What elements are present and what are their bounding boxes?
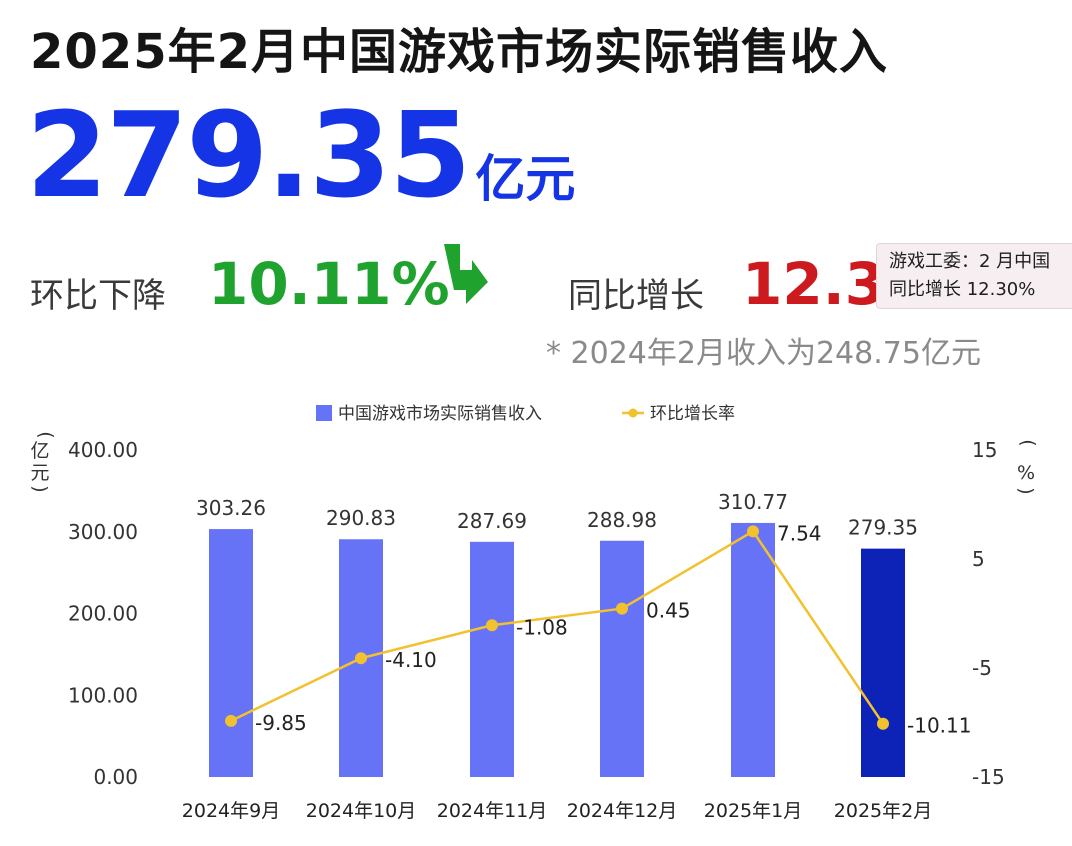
headline-revenue: 279.35 亿元 [26, 96, 575, 214]
headline-value: 279.35 [26, 86, 471, 224]
y-axis-paren-open: ( [35, 431, 57, 438]
y2-axis-paren-open: ( [1017, 439, 1039, 446]
bar [731, 522, 775, 777]
page-title: 2025年2月中国游戏市场实际销售收入 [30, 24, 888, 80]
growth-point [877, 717, 889, 730]
bar-value-label: 288.98 [587, 508, 657, 532]
growth-value-label: -9.85 [255, 711, 307, 735]
y-axis-label-2: 元 [30, 462, 49, 484]
growth-value-label: 0.45 [646, 599, 691, 623]
growth-point [616, 602, 628, 615]
legend-marker-line [628, 408, 638, 418]
y-axis-paren-close: ) [29, 485, 51, 492]
bar-value-label: 310.77 [718, 490, 788, 514]
x-tick-label: 2024年12月 [567, 800, 678, 822]
footnote: * 2024年2月收入为248.75亿元 [546, 336, 981, 371]
bar-value-label: 279.35 [848, 516, 918, 540]
x-tick-label: 2025年1月 [704, 800, 802, 822]
legend-swatch-bar [316, 405, 332, 421]
growth-line [230, 529, 885, 725]
growth-value-label: -4.10 [385, 648, 437, 672]
yoy-label: 同比增长 [568, 276, 704, 316]
y2-tick-label: 5 [972, 547, 985, 571]
y-tick-label: 300.00 [68, 520, 138, 544]
y2-axis-paren-close: ) [1015, 487, 1037, 494]
legend-label-bar: 中国游戏市场实际销售收入 [338, 404, 542, 424]
tooltip-line-1: 游戏工委：2 月中国 [889, 251, 1051, 272]
y2-tick-label: 15 [972, 438, 997, 462]
bar [600, 540, 644, 777]
revenue-chart: 中国游戏市场实际销售收入 环比增长率 ( 亿元) (%) 0.00 100.00 200.00… [29, 404, 1039, 822]
growth-value-label: 7.54 [777, 521, 822, 545]
growth-point [486, 619, 498, 632]
growth-point [225, 714, 237, 727]
bar [209, 529, 253, 777]
x-tick-label: 2024年11月 [437, 800, 548, 822]
growth-point [747, 525, 759, 538]
bar-value-label: 290.83 [326, 506, 396, 530]
headline-unit: 亿元 [475, 150, 576, 208]
x-tick-label: 2025年2月 [834, 800, 932, 822]
y2-axis-label: % [1017, 462, 1035, 484]
tooltip: 游戏工委：2 月中国 同比增长 12.30% [876, 243, 1072, 309]
x-tick-label: 2024年9月 [182, 800, 280, 822]
x-tick-label: 2024年10月 [306, 800, 417, 822]
bar-value-label: 287.69 [457, 509, 527, 533]
y-tick-label: 100.00 [68, 683, 138, 707]
mom-label: 环比下降 [30, 276, 166, 316]
y-axis-label: 亿 [30, 440, 49, 462]
growth-point [355, 652, 367, 665]
y2-tick-label: -15 [972, 765, 1005, 789]
growth-value-label: -10.11 [907, 714, 971, 738]
mom-value: 10.11% [208, 250, 450, 318]
tooltip-line-2: 同比增长 12.30% [889, 279, 1036, 300]
growth-value-label: -1.08 [516, 615, 568, 639]
y2-tick-label: -5 [972, 656, 992, 680]
y-tick-label: 0.00 [93, 765, 138, 789]
y-tick-label: 200.00 [68, 602, 138, 626]
bar [470, 541, 514, 777]
down-arrow-icon [444, 244, 488, 304]
bar [861, 548, 905, 777]
legend-label-line: 环比增长率 [650, 404, 735, 424]
y-tick-label: 400.00 [68, 438, 138, 462]
bar-value-label: 303.26 [196, 496, 266, 520]
